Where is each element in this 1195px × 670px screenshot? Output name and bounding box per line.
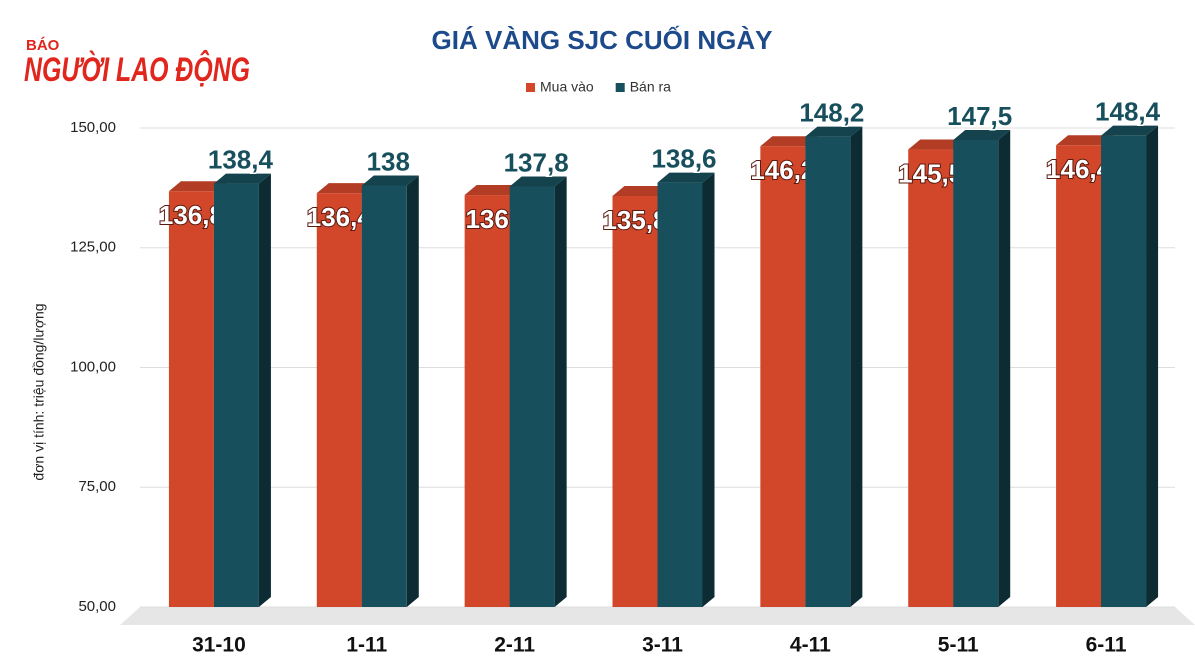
value-label: 135,8 bbox=[602, 205, 667, 235]
value-label: 138 bbox=[367, 146, 410, 176]
bar-front bbox=[509, 186, 555, 608]
value-label: 138,4 bbox=[208, 144, 274, 174]
bar bbox=[805, 126, 863, 607]
bar-top bbox=[612, 186, 670, 197]
bar-top bbox=[213, 173, 271, 184]
x-tick-label: 2-11 bbox=[494, 634, 535, 657]
bar-front bbox=[657, 182, 703, 607]
bar bbox=[1101, 125, 1159, 607]
bar-side bbox=[1146, 125, 1159, 607]
y-tick-label: 150,00 bbox=[70, 119, 116, 136]
bar-side bbox=[554, 176, 567, 608]
bar-front bbox=[612, 196, 658, 607]
bar-top bbox=[509, 176, 567, 187]
bar-front bbox=[1101, 135, 1147, 607]
floor bbox=[120, 607, 1195, 625]
bar-top bbox=[953, 129, 1011, 140]
value-label: 136,8 bbox=[159, 200, 224, 230]
bar-side bbox=[850, 126, 863, 607]
bar bbox=[953, 129, 1011, 607]
logo-main: NGƯỜI LAO ĐỘNG bbox=[24, 50, 250, 89]
bar-top bbox=[361, 175, 419, 186]
bar-top bbox=[316, 183, 374, 194]
x-tick-label: 6-11 bbox=[1086, 634, 1127, 657]
legend-label: Bán ra bbox=[630, 79, 671, 95]
bar-front bbox=[760, 146, 806, 607]
x-tick-label: 1-11 bbox=[346, 634, 387, 657]
x-tick-label: 3-11 bbox=[642, 634, 683, 657]
bar-front bbox=[1056, 145, 1102, 607]
bar-front bbox=[316, 193, 362, 608]
bar-top bbox=[1056, 135, 1114, 146]
bar-side bbox=[998, 129, 1011, 607]
bar-side bbox=[406, 175, 419, 608]
value-label: 138,6 bbox=[651, 143, 716, 173]
value-label: 145,5 bbox=[898, 158, 963, 188]
bar-front bbox=[805, 136, 851, 607]
value-label: 146,2 bbox=[750, 155, 815, 185]
y-axis-label: đơn vị tính: triệu đồng/lượng bbox=[31, 303, 47, 480]
value-label: 148,2 bbox=[799, 97, 864, 127]
bar bbox=[213, 173, 271, 607]
value-label: 147,5 bbox=[947, 101, 1012, 131]
value-label: 137,8 bbox=[504, 147, 569, 177]
legend-swatch bbox=[526, 83, 535, 92]
x-tick-label: 5-11 bbox=[938, 634, 979, 657]
bar bbox=[361, 175, 419, 608]
bar-top bbox=[168, 181, 226, 192]
x-tick-label: 31-10 bbox=[192, 634, 246, 657]
y-tick-label: 125,00 bbox=[70, 239, 116, 256]
value-label: 136,4 bbox=[307, 202, 373, 232]
chart-title: GIÁ VÀNG SJC CUỐI NGÀY bbox=[432, 25, 773, 55]
legend-swatch bbox=[615, 83, 625, 92]
bar-front bbox=[213, 183, 259, 607]
bar-side bbox=[258, 173, 271, 607]
bar-side bbox=[702, 172, 715, 607]
bar-top bbox=[464, 185, 522, 196]
value-label: 148,4 bbox=[1095, 97, 1161, 127]
bar-top bbox=[760, 136, 818, 147]
y-tick-label: 100,00 bbox=[70, 358, 116, 375]
bar-front bbox=[464, 195, 510, 607]
y-tick-label: 50,00 bbox=[78, 598, 116, 615]
value-label: 136 bbox=[465, 204, 508, 234]
bar bbox=[509, 176, 567, 608]
bar-top bbox=[1101, 125, 1159, 136]
logo-top: BÁO bbox=[26, 37, 60, 54]
bar-top bbox=[908, 139, 966, 150]
bar-top bbox=[805, 126, 863, 137]
legend-label: Mua vào bbox=[540, 79, 594, 95]
bar-front bbox=[953, 139, 999, 607]
bar-top bbox=[657, 172, 715, 183]
x-tick-label: 4-11 bbox=[790, 634, 831, 657]
bar-front bbox=[908, 149, 954, 607]
bar-front bbox=[361, 185, 407, 608]
y-tick-label: 75,00 bbox=[78, 478, 116, 495]
bar-front bbox=[168, 191, 214, 607]
bar bbox=[657, 172, 715, 607]
